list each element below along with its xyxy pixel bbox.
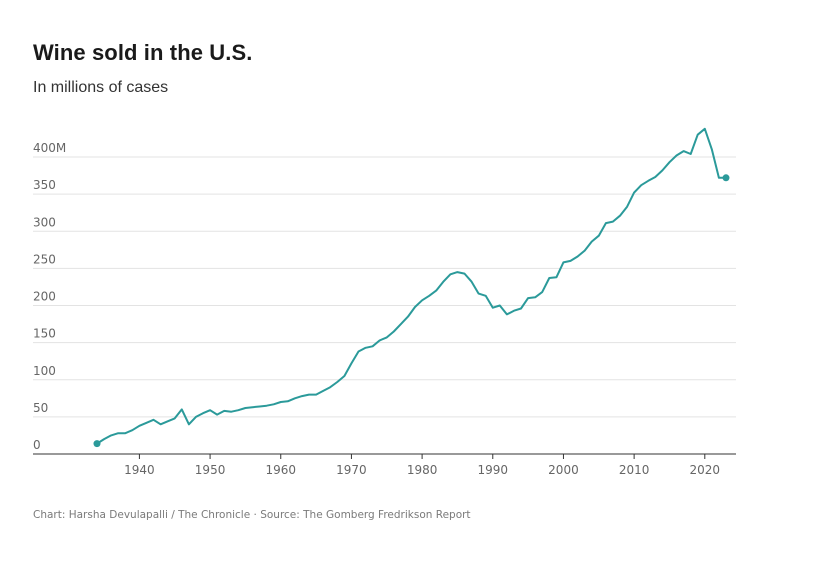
y-tick-label: 0 xyxy=(33,438,41,452)
x-tick-label: 1940 xyxy=(124,463,155,477)
y-tick-label: 300 xyxy=(33,215,56,229)
y-tick-label: 150 xyxy=(33,327,56,341)
wine-sales-line xyxy=(96,127,727,445)
y-axis-ticks: 0 50 100 150 200 250 300 350 400M xyxy=(33,141,66,452)
end-point xyxy=(722,174,730,182)
chart-title: Wine sold in the U.S. xyxy=(33,40,253,65)
y-tick-label: 400M xyxy=(33,141,66,155)
data-points xyxy=(93,174,730,448)
x-tick-label: 1970 xyxy=(336,463,367,477)
x-tick-label: 2010 xyxy=(619,463,650,477)
x-tick-label: 1980 xyxy=(407,463,438,477)
start-point xyxy=(93,440,101,448)
x-tick-label: 1950 xyxy=(195,463,226,477)
x-tick-label: 1990 xyxy=(478,463,509,477)
x-tick-label: 1960 xyxy=(265,463,296,477)
y-tick-label: 200 xyxy=(33,290,56,304)
chart-credit: Chart: Harsha Devulapalli / The Chronicl… xyxy=(33,509,471,521)
gridlines xyxy=(33,156,736,418)
y-tick-label: 100 xyxy=(33,364,56,378)
y-tick-label: 50 xyxy=(33,401,48,415)
x-axis-ticks: 1940 1950 1960 1970 1980 1990 2000 2010 2020 xyxy=(124,454,720,477)
chart-subtitle: In millions of cases xyxy=(33,79,169,96)
x-tick-label: 2020 xyxy=(690,463,721,477)
y-tick-label: 250 xyxy=(33,252,56,266)
x-tick-label: 2000 xyxy=(548,463,579,477)
y-tick-label: 350 xyxy=(33,178,56,192)
